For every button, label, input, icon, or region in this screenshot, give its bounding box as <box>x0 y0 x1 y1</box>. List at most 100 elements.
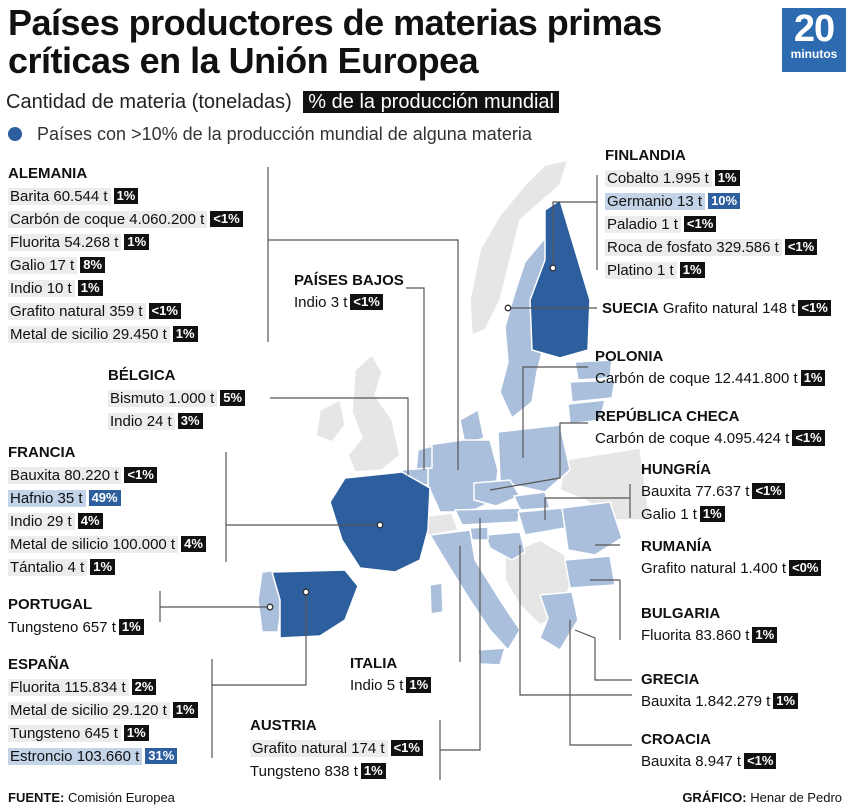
material-name: Grafito natural <box>10 303 106 320</box>
material-row: Paladio 1 t <1% <box>605 216 817 234</box>
material-name: Tungsteno <box>8 619 79 636</box>
czechia-shape <box>473 479 521 507</box>
logo-word: minutos <box>790 47 838 61</box>
latvia-shape <box>569 379 616 403</box>
material-qty: 1.400 t <box>740 560 787 577</box>
material-name: Carbón de coque <box>595 430 711 447</box>
pct-badge: 1% <box>679 262 705 278</box>
pct-badge: 1% <box>113 188 139 204</box>
pct-badge: <1% <box>350 294 383 310</box>
material-qty: 29 t <box>46 513 72 530</box>
material-row: Carbón de coque 12.441.800 t 1% <box>595 370 826 388</box>
material-name: Bauxita <box>641 483 692 500</box>
legend: Países con >10% de la producción mundial… <box>8 122 532 146</box>
ireland-land <box>315 399 346 443</box>
estonia-shape <box>574 359 613 381</box>
material-name: Grafito natural <box>641 560 737 577</box>
material-row: Bauxita 1.842.279 t 1% <box>641 693 799 711</box>
material-qty: 83.860 t <box>695 627 750 644</box>
material-qty: 12.441.800 t <box>714 370 798 387</box>
material-qty: 174 t <box>351 740 385 757</box>
marker-france <box>376 521 384 529</box>
pct-badge: 4% <box>181 536 206 552</box>
label-group-suecia: SUECIA Grafito natural 148 t <1% <box>602 300 831 318</box>
italy-shape <box>429 529 521 651</box>
pct-badge: 1% <box>118 619 144 635</box>
material-qty: 24 t <box>146 413 172 430</box>
material-qty: 4.060.200 t <box>129 211 205 228</box>
pct-badge: 1% <box>123 725 149 741</box>
material-name: Fluorita <box>641 627 692 644</box>
material-name: Germanio <box>607 193 673 210</box>
material-qty: 1.995 t <box>662 170 709 187</box>
material-row: Bismuto 1.000 t 5% <box>108 390 246 408</box>
material-row: Grafito natural 1.400 t <0% <box>641 560 822 578</box>
country-name: CROACIA <box>641 731 711 748</box>
material-name: Cobalto <box>607 170 659 187</box>
legend-label: Países con >10% de la producción mundial… <box>37 124 532 144</box>
material-qty: 29.120 t <box>112 702 167 719</box>
sicily-shape <box>477 647 506 666</box>
material-qty: 115.834 t <box>64 679 126 696</box>
material-qty: 1.842.279 t <box>695 693 771 710</box>
material-qty: 3 t <box>330 294 348 311</box>
pct-badge: 1% <box>406 677 432 693</box>
label-group-grecia: GRECIA Bauxita 1.842.279 t 1% <box>641 671 799 711</box>
country-name: REPÚBLICA CHECA <box>595 408 740 425</box>
material-qty: 4 t <box>67 559 85 576</box>
material-qty: 100.000 t <box>112 536 176 553</box>
pct-badge: <1% <box>683 216 717 232</box>
label-group-hungria: HUNGRÍA Bauxita 77.637 t <1% Galio 1 t 1% <box>641 461 785 524</box>
pct-badge: <0% <box>789 560 822 576</box>
pct-badge: 1% <box>752 627 778 643</box>
pct-badge: 3% <box>177 413 203 429</box>
country-name: FRANCIA <box>8 444 76 461</box>
material-qty: 29.450 t <box>112 326 167 343</box>
material-qty: 80.220 t <box>64 467 119 484</box>
material-qty: 54.268 t <box>64 234 119 251</box>
material-row: Carbón de coque 4.095.424 t <1% <box>595 430 825 448</box>
material-name: Indio <box>10 513 43 530</box>
material-row: Fluorita 83.860 t 1% <box>641 627 778 645</box>
material-name: Platino <box>607 262 653 279</box>
material-name: Carbón de coque <box>10 211 126 228</box>
poland-shape <box>497 424 571 493</box>
material-row: Grafito natural 359 t <1% <box>8 303 243 321</box>
country-name: HUNGRÍA <box>641 461 711 478</box>
material-row: Indio 10 t 1% <box>8 280 243 298</box>
material-name: Bismuto <box>110 390 165 407</box>
material-name: Fluorita <box>10 234 61 251</box>
material-row: Galio 1 t 1% <box>641 506 785 524</box>
graphic-credit: GRÁFICO: Henar de Pedro <box>682 790 842 805</box>
spain-shape <box>271 569 359 639</box>
material-name: Metal de sicilio <box>10 702 109 719</box>
credit-label: GRÁFICO: <box>682 790 747 805</box>
material-name: Metal de silicio <box>10 536 109 553</box>
pct-badge: 10% <box>708 193 741 209</box>
label-group-chequia: REPÚBLICA CHECA Carbón de coque 4.095.42… <box>595 408 825 448</box>
material-row: Bauxita 8.947 t <1% <box>641 753 777 771</box>
material-name: Barita <box>10 188 50 205</box>
label-group-alemania: ALEMANIA Barita 60.544 t 1% Carbón de coq… <box>8 165 243 344</box>
subtitle: Cantidad de materia (toneladas) % de la … <box>6 90 559 114</box>
material-row: Metal de sicilio 29.450 t 1% <box>8 326 243 344</box>
pct-badge: 1% <box>172 326 198 342</box>
material-name: Grafito natural <box>252 740 348 757</box>
country-name: ITALIA <box>350 655 398 672</box>
material-qty: 103.660 t <box>76 748 140 765</box>
material-row: Indio 29 t 4% <box>8 513 206 531</box>
pct-badge: 1% <box>360 763 386 779</box>
source-label: FUENTE: <box>8 790 65 805</box>
material-name: Metal de sicilio <box>10 326 109 343</box>
norway-land <box>469 159 569 336</box>
material-qty: 1 t <box>680 506 697 523</box>
romania-shape <box>561 501 623 556</box>
pct-badge: 1% <box>90 559 116 575</box>
material-qty: 1 t <box>657 262 674 279</box>
pct-badge: <1% <box>744 753 777 769</box>
page-title: Países productores de materias primas cr… <box>8 2 662 81</box>
pct-badge: 1% <box>77 280 103 296</box>
material-name: Fluorita <box>10 679 61 696</box>
material-qty: 359 t <box>109 303 143 320</box>
country-name: ALEMANIA <box>8 165 88 182</box>
